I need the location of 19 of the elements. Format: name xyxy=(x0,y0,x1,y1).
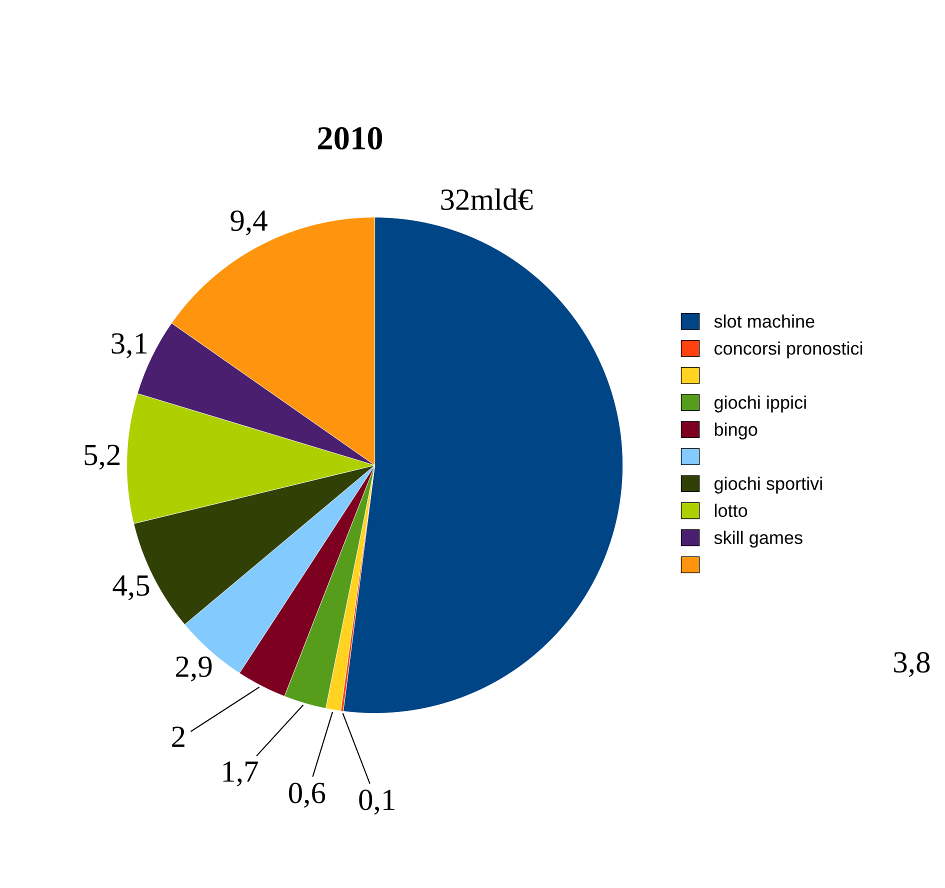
data-label: 2 xyxy=(172,726,184,747)
data-label: 1,7 xyxy=(223,762,258,786)
data-label: 0,6 xyxy=(288,782,326,808)
data-label: 3,1 xyxy=(112,333,147,358)
data-label: 32mld€ xyxy=(441,188,533,210)
legend-label: skill games xyxy=(714,530,802,548)
chart-title: 2010 xyxy=(318,127,382,150)
legend-label: giochi sportivi xyxy=(714,476,822,494)
data-label: 0,1 xyxy=(359,790,394,815)
text: 3,8 xyxy=(894,652,930,678)
legend-label: lotto xyxy=(714,504,748,518)
legend-label: concorsi pronostici xyxy=(714,342,862,358)
data-label: 2,9 xyxy=(176,656,212,682)
data-label: 5,2 xyxy=(84,444,120,470)
data-label: 4,5 xyxy=(112,575,150,600)
data-label: 9,4 xyxy=(230,210,268,236)
legend-label: bingo xyxy=(714,422,758,440)
legend-label: slot machine xyxy=(714,314,814,328)
legend-label: giochi ippici xyxy=(714,396,806,412)
